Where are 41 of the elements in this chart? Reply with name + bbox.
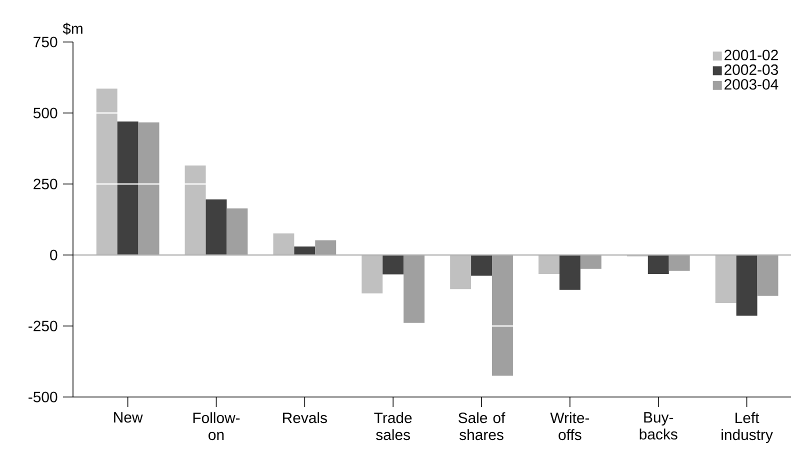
y-tick-label: 250 (34, 178, 58, 190)
bar (382, 255, 404, 274)
bar (273, 233, 294, 255)
legend-label: 2002-03 (724, 64, 778, 75)
bar (538, 255, 560, 274)
x-tick-label: Left industry (722, 412, 773, 444)
bar (117, 122, 138, 255)
x-tick-label: Trade sales (374, 412, 412, 440)
bar (404, 255, 425, 323)
bar (559, 255, 580, 290)
bar (668, 255, 690, 271)
x-tick-label: Revals (283, 412, 327, 424)
bar (184, 166, 206, 255)
bar (736, 255, 758, 316)
y-tick-label: -250 (28, 320, 58, 332)
bar (471, 255, 492, 276)
bar (492, 255, 513, 376)
y-tick-label: 500 (33, 108, 58, 118)
bar (362, 255, 383, 294)
bar (226, 208, 248, 255)
bar (206, 199, 227, 255)
bar (757, 255, 778, 296)
y-tick-label: 750 (34, 36, 58, 48)
bar (96, 88, 118, 255)
y-axis-title: $m (62, 22, 82, 35)
bar (715, 255, 736, 303)
bar (450, 255, 472, 290)
legend-label: 2003-04 (724, 79, 778, 90)
x-tick-label: New (114, 412, 143, 423)
bar (648, 255, 669, 274)
x-tick-label: Sale of shares (458, 412, 506, 440)
bar (138, 122, 160, 255)
y-tick-label: -500 (28, 392, 58, 402)
legend-label: 2001-02 (724, 50, 778, 60)
bar (315, 240, 336, 255)
bar (294, 246, 316, 255)
x-tick-label: Buy-backs (640, 412, 678, 440)
x-tick-label: Write-offs (550, 412, 590, 440)
x-tick-label: Follow-on (193, 412, 240, 440)
bar (580, 255, 602, 269)
y-tick-label: 0 (50, 250, 58, 260)
